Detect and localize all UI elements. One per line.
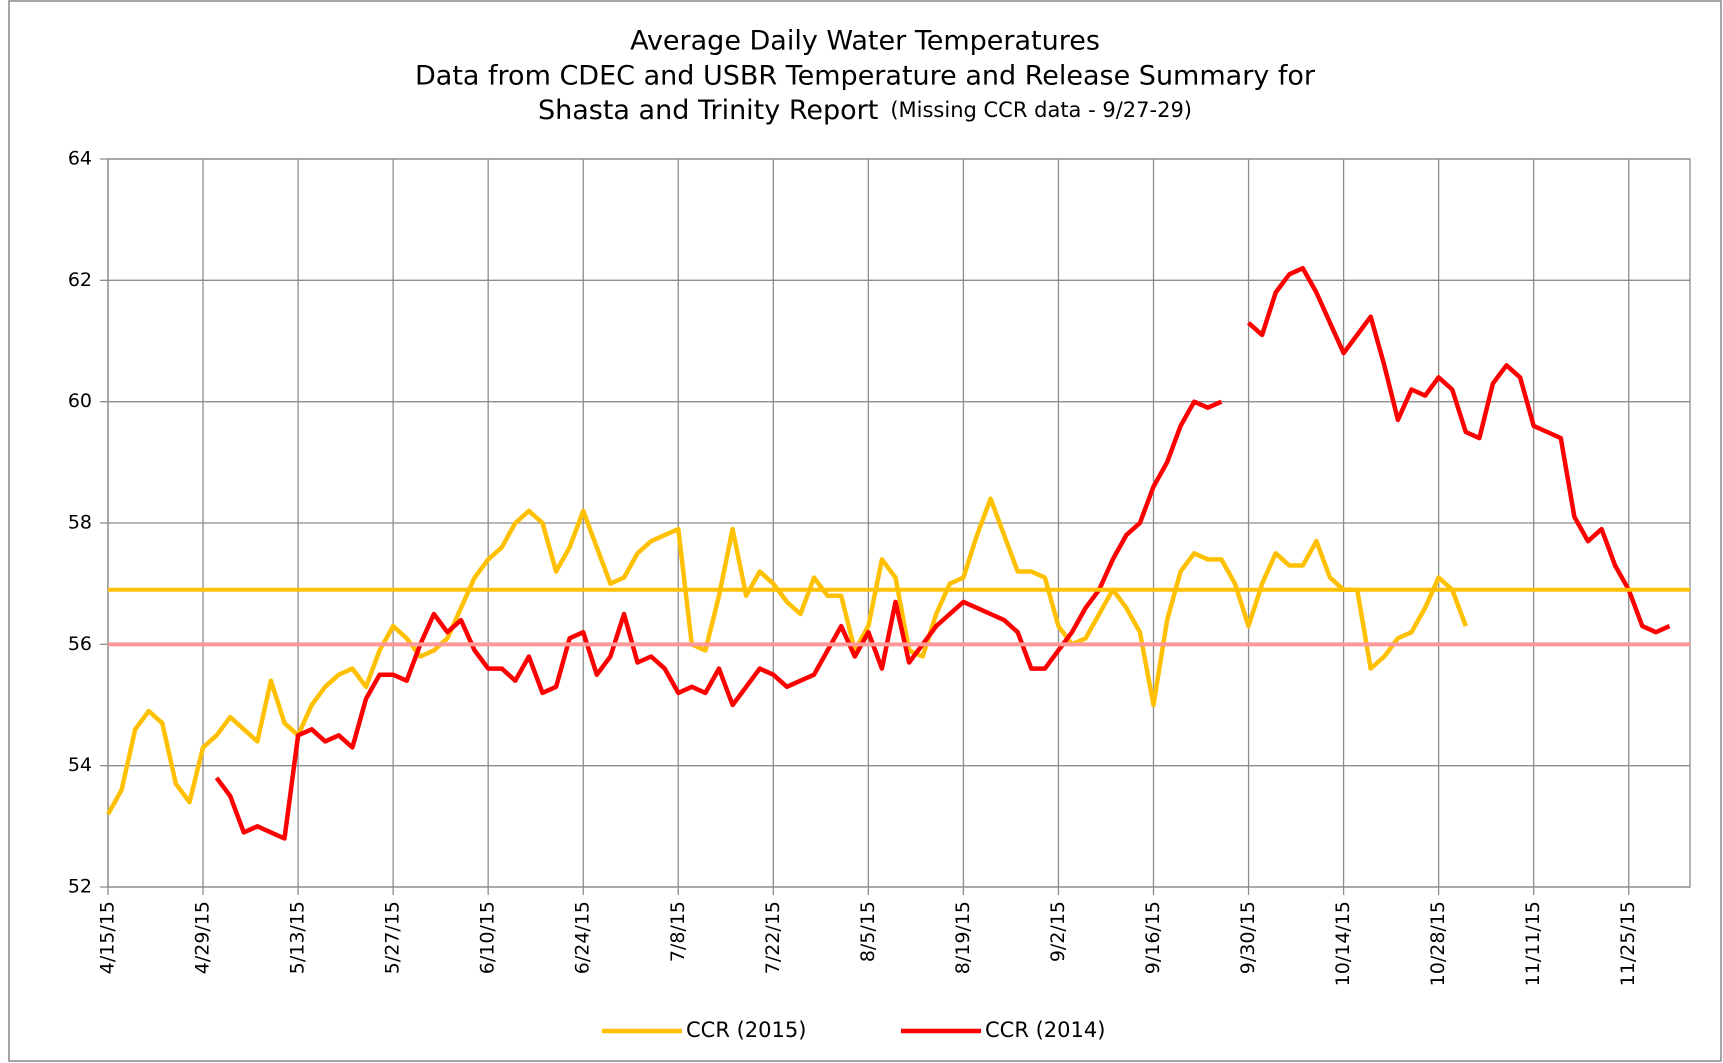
x-tick-label: 10/28/15: [1427, 901, 1449, 986]
chart-frame: [8, 0, 1722, 1062]
x-tick-label: 4/15/15: [97, 901, 119, 974]
x-tick-label: 9/30/15: [1237, 901, 1259, 974]
legend-label: CCR (2014): [985, 1018, 1105, 1042]
y-tick-label: 52: [68, 876, 92, 898]
y-tick-label: 64: [68, 148, 92, 170]
x-tick-label: 10/14/15: [1332, 901, 1354, 986]
x-tick-label: 9/16/15: [1142, 901, 1164, 974]
x-tick-label: 6/10/15: [477, 901, 499, 974]
chart-title-line: Shasta and Trinity Report (Missing CCR da…: [538, 95, 1192, 126]
y-tick-label: 56: [68, 633, 92, 655]
x-tick-label: 6/24/15: [572, 901, 594, 974]
y-tick-label: 60: [68, 390, 92, 412]
y-tick-label: 58: [68, 512, 92, 534]
series-line: [106, 496, 1468, 816]
series-line: [1247, 265, 1671, 635]
chart-note: (Missing CCR data - 9/27-29): [890, 98, 1192, 122]
x-tick-label: 11/25/15: [1617, 901, 1639, 986]
x-tick-label: 11/11/15: [1522, 901, 1544, 986]
chart-title: Shasta and Trinity Report: [538, 95, 878, 126]
x-tick-label: 4/29/15: [192, 901, 214, 974]
series-line: [214, 399, 1223, 841]
chart-title: Data from CDEC and USBR Temperature and …: [415, 61, 1316, 92]
plot-area: [107, 158, 1691, 888]
y-tick-label: 54: [68, 754, 92, 776]
legend-label: CCR (2015): [686, 1018, 806, 1042]
x-tick-label: 5/13/15: [287, 901, 309, 974]
x-tick-label: 7/22/15: [762, 901, 784, 974]
y-tick-label: 62: [68, 269, 92, 291]
x-tick-label: 7/8/15: [667, 901, 689, 962]
x-tick-label: 8/19/15: [952, 901, 974, 974]
x-tick-label: 5/27/15: [382, 901, 404, 974]
chart-title: Average Daily Water Temperatures: [630, 26, 1100, 57]
x-tick-label: 8/5/15: [857, 901, 879, 962]
x-tick-label: 9/2/15: [1047, 901, 1069, 962]
